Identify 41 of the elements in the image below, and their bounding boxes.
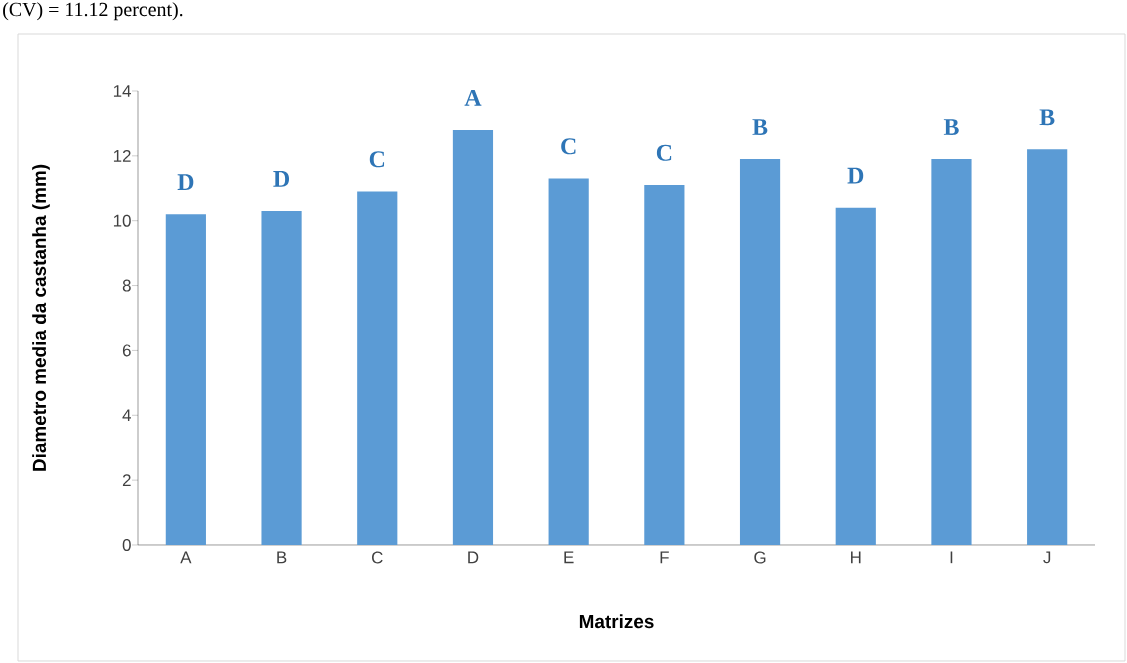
annotation: B: [1039, 109, 1055, 126]
annotation: A: [464, 89, 482, 106]
annotation: B: [943, 119, 959, 135]
bar: [644, 185, 685, 545]
y-tick-label: 6: [122, 344, 131, 357]
annotation: C: [369, 151, 385, 168]
y-tick-label: 12: [113, 149, 131, 162]
x-tick-label: I: [950, 551, 953, 564]
annotation: D: [177, 174, 194, 191]
x-tick-label: E: [564, 551, 574, 564]
bar: [357, 191, 398, 545]
x-tick-label: J: [1043, 551, 1051, 564]
annotation: C: [561, 138, 576, 155]
y-tick-label: 2: [122, 474, 131, 487]
y-tick-label: 4: [122, 409, 131, 422]
bar: [835, 207, 876, 545]
annotation: D: [847, 167, 864, 184]
bar: [931, 159, 972, 545]
bar: [739, 159, 781, 545]
x-tick-label: H: [851, 551, 861, 564]
bar: [261, 210, 302, 545]
x-tick-label: B: [277, 551, 287, 564]
bar: [548, 178, 589, 545]
x-axis-title: Matrizes: [579, 614, 654, 629]
text: (CV) = 11.12 percent).: [3, 2, 183, 21]
x-tick-label: D: [468, 551, 479, 564]
x-tick-label: C: [372, 551, 383, 564]
y-tick-label: 14: [113, 85, 131, 97]
y-tick-label: 8: [122, 279, 131, 292]
annotation: D: [273, 171, 290, 187]
y-tick-label: 0: [122, 538, 131, 551]
bar: [452, 129, 494, 545]
annotation: B: [752, 119, 768, 135]
bar: [165, 214, 206, 545]
x-tick-label: G: [754, 551, 766, 564]
bar: [1027, 149, 1068, 545]
annotation: C: [656, 144, 672, 161]
x-tick-label: A: [180, 551, 192, 564]
x-tick-label: F: [660, 551, 669, 564]
y-axis-title: Diametro media da castanha (mm): [32, 164, 50, 471]
y-tick-label: 10: [113, 214, 131, 227]
